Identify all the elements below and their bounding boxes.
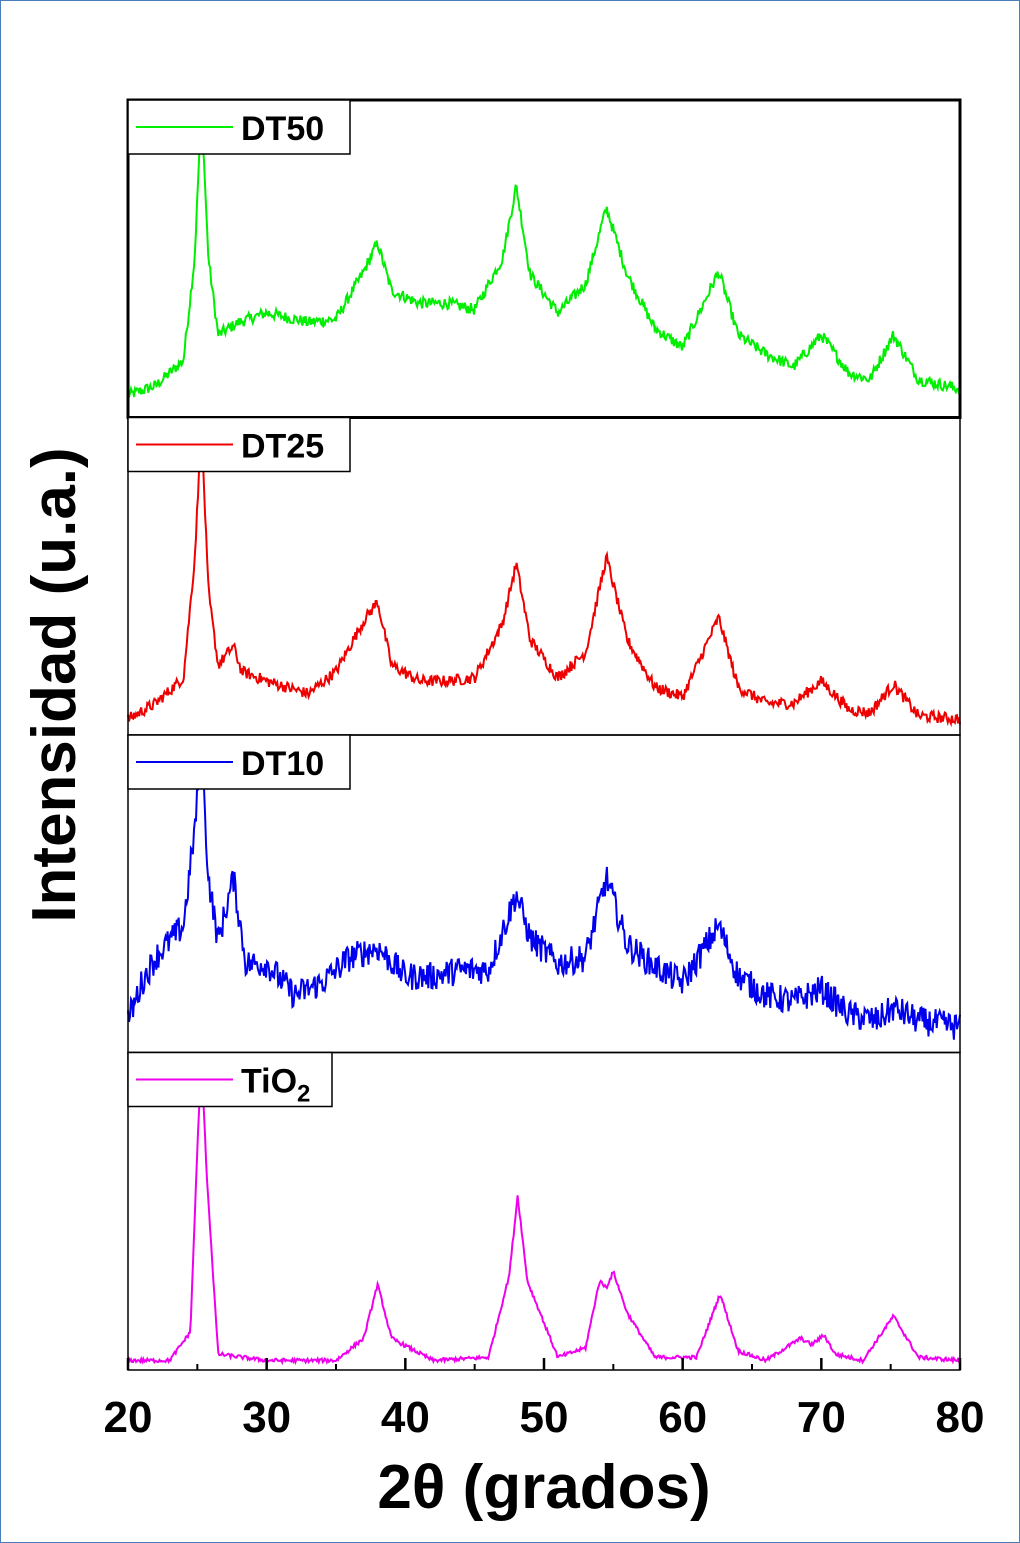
x-tick-label-2: 40 — [381, 1393, 430, 1442]
x-tick-label-5: 70 — [797, 1393, 846, 1442]
x-tick-label-3: 50 — [520, 1393, 569, 1442]
legend-3: TiO2 — [127, 1051, 333, 1108]
series-line-2 — [127, 754, 961, 1040]
legend-label-base: TiO — [241, 1063, 297, 1101]
series-line-1 — [127, 435, 961, 728]
x-tick-label-1: 30 — [242, 1393, 291, 1442]
y-axis-title: Intensidad (u.a.) — [20, 447, 89, 922]
series-line-3 — [127, 1070, 961, 1366]
legend-0: DT50 — [127, 99, 351, 155]
legend-label-2: DT10 — [241, 745, 324, 783]
x-ticks: 20 30 40 50 60 70 80 — [104, 1358, 985, 1442]
legend-label-1: DT25 — [241, 428, 324, 466]
legend-1: DT25 — [127, 416, 351, 473]
legend-2: DT10 — [127, 734, 351, 790]
series-line-0 — [127, 110, 961, 398]
legend-label-0: DT50 — [241, 110, 324, 148]
legend-box-2 — [127, 734, 351, 790]
legend-label-sub: 2 — [297, 1081, 310, 1108]
legends: DT50 DT25 DT10 TiO2 — [127, 99, 351, 1108]
panel-frames — [126, 98, 962, 1371]
legend-label-3: TiO2 — [241, 1063, 310, 1108]
x-tick-label-4: 60 — [658, 1393, 707, 1442]
x-tick-label-6: 80 — [936, 1393, 985, 1442]
x-axis-title: 2θ (grados) — [377, 1453, 710, 1522]
x-tick-label-0: 20 — [104, 1393, 153, 1442]
